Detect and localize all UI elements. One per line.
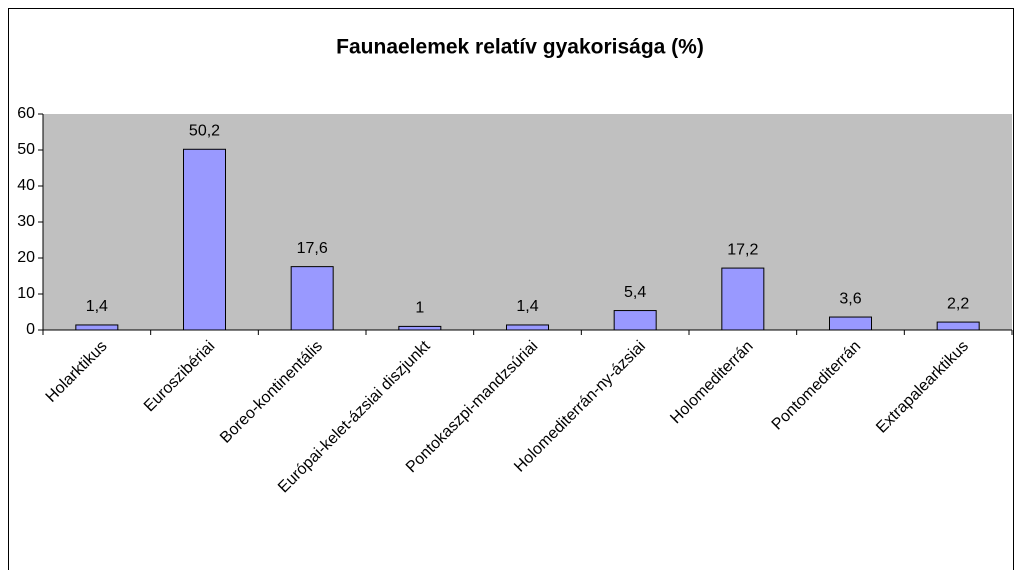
value-label: 17,6 xyxy=(297,240,328,257)
y-tick-label: 30 xyxy=(17,213,35,230)
value-label: 2,2 xyxy=(947,295,969,312)
y-tick-label: 50 xyxy=(17,141,35,158)
value-label: 1 xyxy=(415,300,424,317)
y-tick-label: 40 xyxy=(17,177,35,194)
value-label: 17,2 xyxy=(727,241,758,258)
value-label: 3,6 xyxy=(839,290,861,307)
bar xyxy=(936,321,980,331)
y-tick-label: 0 xyxy=(26,321,35,338)
bar xyxy=(829,316,872,331)
bar xyxy=(290,266,334,331)
value-label: 1,4 xyxy=(86,298,108,315)
y-tick-label: 10 xyxy=(17,285,35,302)
value-label: 50,2 xyxy=(189,122,220,139)
bar xyxy=(183,148,226,331)
y-tick-label: 60 xyxy=(17,105,35,122)
bar xyxy=(721,267,765,331)
bar xyxy=(75,324,119,331)
bar xyxy=(506,324,549,331)
y-tick-label: 20 xyxy=(17,249,35,266)
bar xyxy=(398,325,442,331)
value-label: 5,4 xyxy=(624,284,646,301)
value-label: 1,4 xyxy=(516,298,538,315)
chart-title: Faunaelemek relatív gyakorisága (%) xyxy=(336,36,704,59)
bar xyxy=(613,310,657,331)
